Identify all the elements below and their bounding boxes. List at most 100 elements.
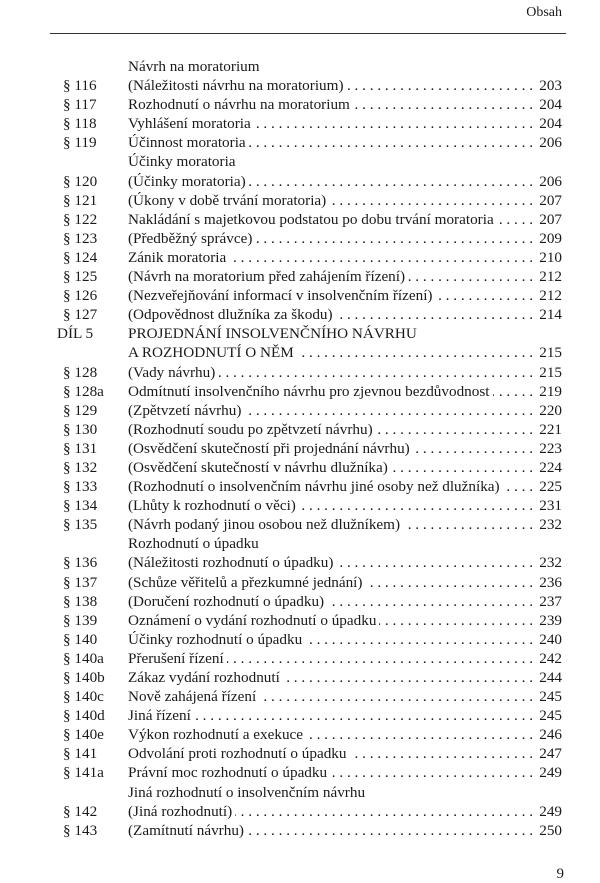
dot-leader [365, 573, 533, 592]
section-number: § 121 [63, 191, 98, 209]
section-number: § 130 [63, 420, 98, 438]
dot-leader [247, 821, 533, 840]
section-number: § 129 [63, 401, 98, 419]
dot-leader [336, 553, 533, 572]
toc-entry: § 137 (Schůze věřitelů a přezkumné jednán… [50, 573, 562, 592]
section-number: § 119 [63, 134, 97, 152]
entry-title: (Osvědčení skutečností v návrhu dlužníka… [128, 458, 388, 476]
dot-leader [259, 687, 533, 706]
entry-title: (Zamítnutí návrhu) [128, 821, 244, 839]
dot-leader [493, 382, 534, 401]
page-ref: 212 [539, 268, 562, 286]
page-number: 9 [556, 866, 565, 882]
entry-title: Zánik moratoria [128, 248, 227, 266]
page-ref: 236 [539, 573, 562, 591]
dot-leader [299, 496, 533, 515]
section-number: § 135 [63, 516, 98, 534]
entry-title: Účinky rozhodnutí o úpadku [128, 630, 303, 648]
dot-leader [249, 133, 533, 152]
page-ref: 237 [539, 592, 562, 610]
page-ref: 247 [539, 745, 562, 763]
dot-leader [353, 95, 533, 114]
entry-title: Rozhodnutí o úpadku [128, 535, 259, 553]
toc-entry: § 135 (Návrh podaný jinou osobou než dluž… [50, 515, 562, 534]
page-ref: 231 [539, 497, 562, 515]
dot-leader [244, 401, 533, 420]
entry-title: (Úkony v době trvání moratoria) [128, 191, 327, 209]
toc-entry: § 134 (Lhůty k rozhodnutí o věci) 231 [50, 496, 562, 515]
section-number: § 118 [63, 115, 97, 133]
entry-title: Návrh na moratorium [128, 58, 260, 75]
dot-leader [305, 630, 533, 649]
toc-entry: § 141 Odvolání proti rozhodnutí o úpadku 2… [50, 744, 562, 763]
table-of-contents: Návrh na moratorium § 116 (Náležitosti náv… [50, 57, 562, 840]
section-number: DÍL 5 [57, 325, 94, 343]
page-ref: 204 [539, 115, 562, 133]
section-number: § 122 [63, 210, 98, 228]
section-number: § 139 [63, 611, 98, 629]
toc-heading: Rozhodnutí o úpadku [50, 534, 562, 553]
running-header: Obsah [526, 5, 562, 20]
section-number: § 132 [63, 458, 98, 476]
section-number: § 134 [63, 497, 98, 515]
section-number: § 128a [63, 382, 104, 400]
toc-entry: § 127 (Odpovědnost dlužníka za škodu) 214 [50, 305, 562, 324]
entry-title: Jiná rozhodnutí o insolvenčním návrhu [128, 783, 366, 801]
page-ref: 212 [539, 287, 562, 305]
section-number: § 131 [63, 439, 98, 457]
entry-title: A ROZHODNUTÍ O NĚM [128, 344, 294, 362]
page-ref: 219 [539, 382, 562, 400]
section-number [50, 57, 128, 76]
page-ref: 245 [539, 688, 562, 706]
dot-leader [379, 611, 533, 630]
entry-title: (Návrh na moratorium před zahájením říze… [128, 268, 406, 286]
page-ref: 242 [539, 649, 562, 667]
dot-leader [435, 286, 533, 305]
dot-leader [329, 191, 533, 210]
entry-title: Vyhlášení moratoria [128, 115, 251, 133]
page-ref: 207 [539, 191, 562, 209]
page-ref: 232 [539, 554, 562, 572]
entry-title: (Lhůty k rozhodnutí o věci) [128, 497, 296, 515]
section-number: § 137 [63, 573, 98, 591]
entry-title: (Vady návrhu) [128, 363, 216, 381]
toc-entry: § 128a Odmítnutí insolvenčního návrhu pro… [50, 382, 562, 401]
page-ref: 215 [539, 344, 562, 362]
entry-title: Odmítnutí insolvenčního návrhu pro zjevn… [128, 382, 490, 400]
toc-heading: Účinky moratoria [50, 152, 562, 171]
entry-title: Zákaz vydání rozhodnutí [128, 669, 280, 686]
page-ref: 249 [539, 764, 562, 782]
entry-title: (Předběžný správce) [128, 229, 253, 247]
section-number: § 140e [63, 726, 104, 744]
entry-title: Jiná řízení [128, 707, 191, 725]
section-number: § 143 [63, 821, 98, 839]
entry-title: Právní moc rozhodnutí o úpadku [128, 764, 328, 782]
section-number: § 120 [63, 172, 98, 190]
entry-title: Účinnost moratoria [128, 134, 246, 152]
entry-title: Oznámení o vydání rozhodnutí o úpadku [128, 611, 377, 629]
page-ref: 221 [539, 420, 562, 438]
section-number: § 126 [63, 287, 98, 305]
toc-entry: A ROZHODNUTÍ O NĚM 215 [50, 343, 562, 362]
toc-entry: § 121 (Úkony v době trvání moratoria) 207 [50, 191, 562, 210]
section-number: § 125 [63, 268, 98, 286]
toc-entry: § 129 (Zpětvzetí návrhu) 220 [50, 401, 562, 420]
dot-leader [255, 229, 533, 248]
entry-title: (Schůze věřitelů a přezkumné jednání) [128, 573, 363, 591]
section-number: § 127 [63, 306, 98, 324]
page-ref: 224 [539, 458, 562, 476]
toc-entry: § 123 (Předběžný správce) 209 [50, 229, 562, 248]
toc-entry: § 140b Zákaz vydání rozhodnutí 244 [50, 668, 562, 687]
toc-entry: § 116 (Náležitosti návrhu na moratorium) 2… [50, 76, 562, 95]
entry-title: (Jiná rozhodnutí) [128, 802, 233, 820]
toc-entry: § 118 Vyhlášení moratoria 204 [50, 114, 562, 133]
entry-title: Přerušení řízení [128, 649, 224, 667]
entry-title: (Rozhodnutí o insolvenčním návrhu jiné o… [128, 478, 500, 496]
section-number: § 117 [63, 96, 97, 114]
toc-entry: § 140 Účinky rozhodnutí o úpadku 240 [50, 630, 562, 649]
toc-entry: § 136 (Náležitosti rozhodnutí o úpadku) 23… [50, 553, 562, 572]
section-number: § 128 [63, 363, 98, 381]
toc-entry: § 131 (Osvědčení skutečností při projedná… [50, 439, 562, 458]
toc-entry: § 143 (Zamítnutí návrhu) 250 [50, 821, 562, 840]
dot-leader [194, 706, 533, 725]
